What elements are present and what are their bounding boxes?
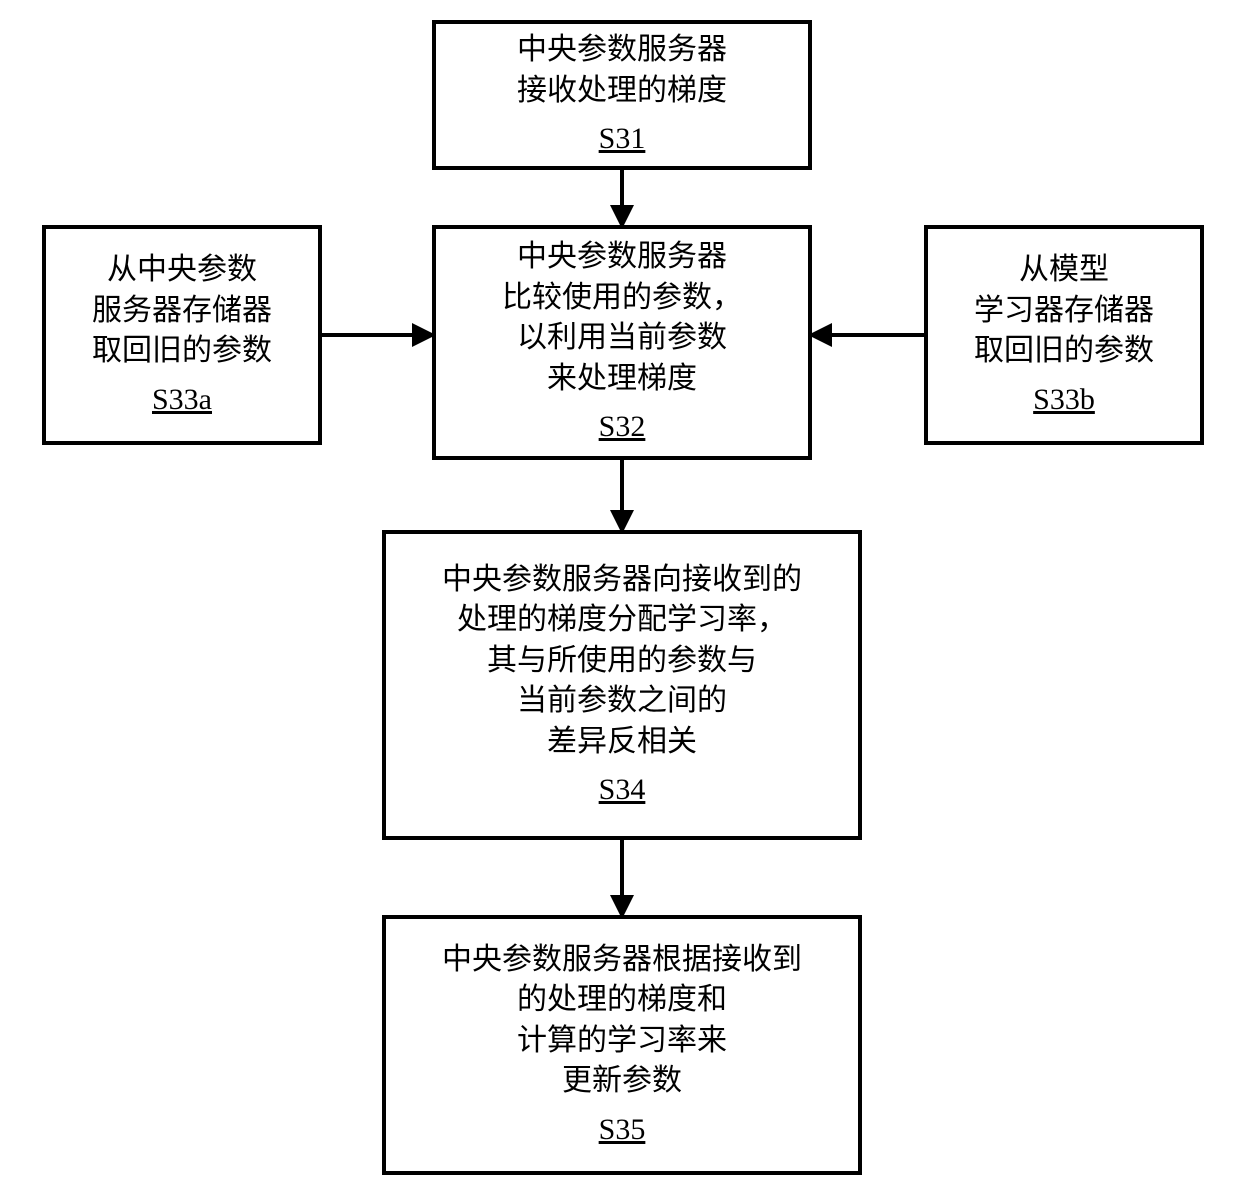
node-s32: 中央参数服务器 比较使用的参数， 以利用当前参数 来处理梯度 S32 <box>432 225 812 460</box>
node-s34-text: 中央参数服务器向接收到的 处理的梯度分配学习率， 其与所使用的参数与 当前参数之… <box>442 560 802 763</box>
node-s33a-ref: S33a <box>152 380 212 421</box>
node-s33b-ref: S33b <box>1033 380 1095 421</box>
node-s35-text: 中央参数服务器根据接收到 的处理的梯度和 计算的学习率来 更新参数 <box>442 940 802 1102</box>
node-s32-text: 中央参数服务器 比较使用的参数， 以利用当前参数 来处理梯度 <box>502 237 742 399</box>
flowchart-canvas: 中央参数服务器 接收处理的梯度 S31 从中央参数 服务器存储器 取回旧的参数 … <box>0 0 1240 1196</box>
node-s33b: 从模型 学习器存储器 取回旧的参数 S33b <box>924 225 1204 445</box>
node-s31: 中央参数服务器 接收处理的梯度 S31 <box>432 20 812 170</box>
node-s35-ref: S35 <box>599 1110 646 1151</box>
node-s35: 中央参数服务器根据接收到 的处理的梯度和 计算的学习率来 更新参数 S35 <box>382 915 862 1175</box>
node-s33b-text: 从模型 学习器存储器 取回旧的参数 <box>974 250 1154 372</box>
node-s32-ref: S32 <box>599 407 646 448</box>
node-s34-ref: S34 <box>599 770 646 811</box>
node-s33a: 从中央参数 服务器存储器 取回旧的参数 S33a <box>42 225 322 445</box>
node-s31-text: 中央参数服务器 接收处理的梯度 <box>517 30 727 111</box>
node-s33a-text: 从中央参数 服务器存储器 取回旧的参数 <box>92 250 272 372</box>
node-s31-ref: S31 <box>599 119 646 160</box>
node-s34: 中央参数服务器向接收到的 处理的梯度分配学习率， 其与所使用的参数与 当前参数之… <box>382 530 862 840</box>
